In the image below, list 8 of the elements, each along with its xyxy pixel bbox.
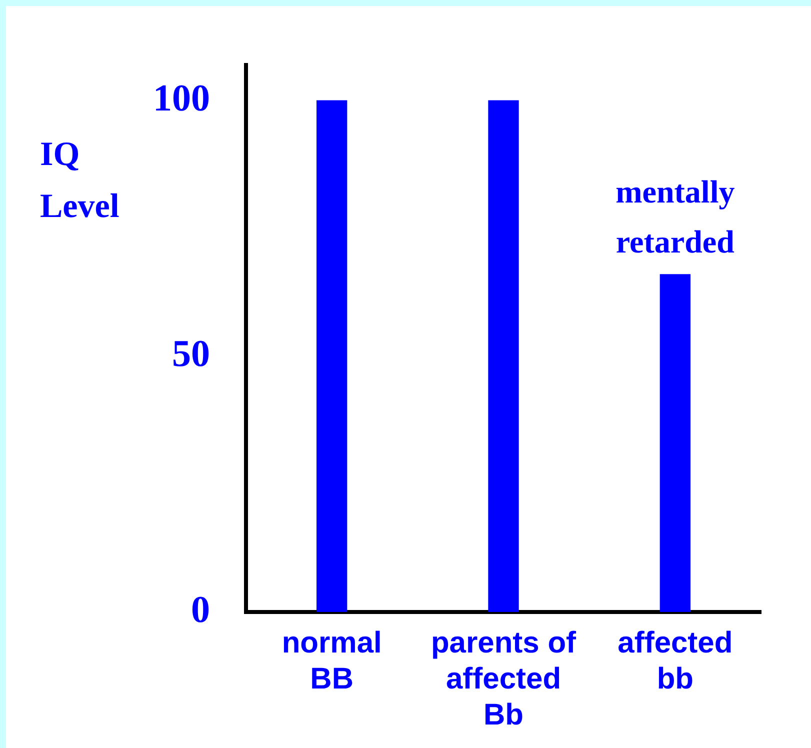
annotation: mentally retarded <box>616 174 735 260</box>
x-tick-label: parents of affected Bb <box>430 626 578 732</box>
y-tick-label: 0 <box>191 588 210 631</box>
y-tick-label: 100 <box>153 77 210 120</box>
x-tick-label: normal BB <box>282 626 382 696</box>
y-tick-label: 50 <box>172 333 210 376</box>
x-tick-label: affected bb <box>618 626 733 696</box>
y-axis-title: IQ Level <box>40 136 120 225</box>
